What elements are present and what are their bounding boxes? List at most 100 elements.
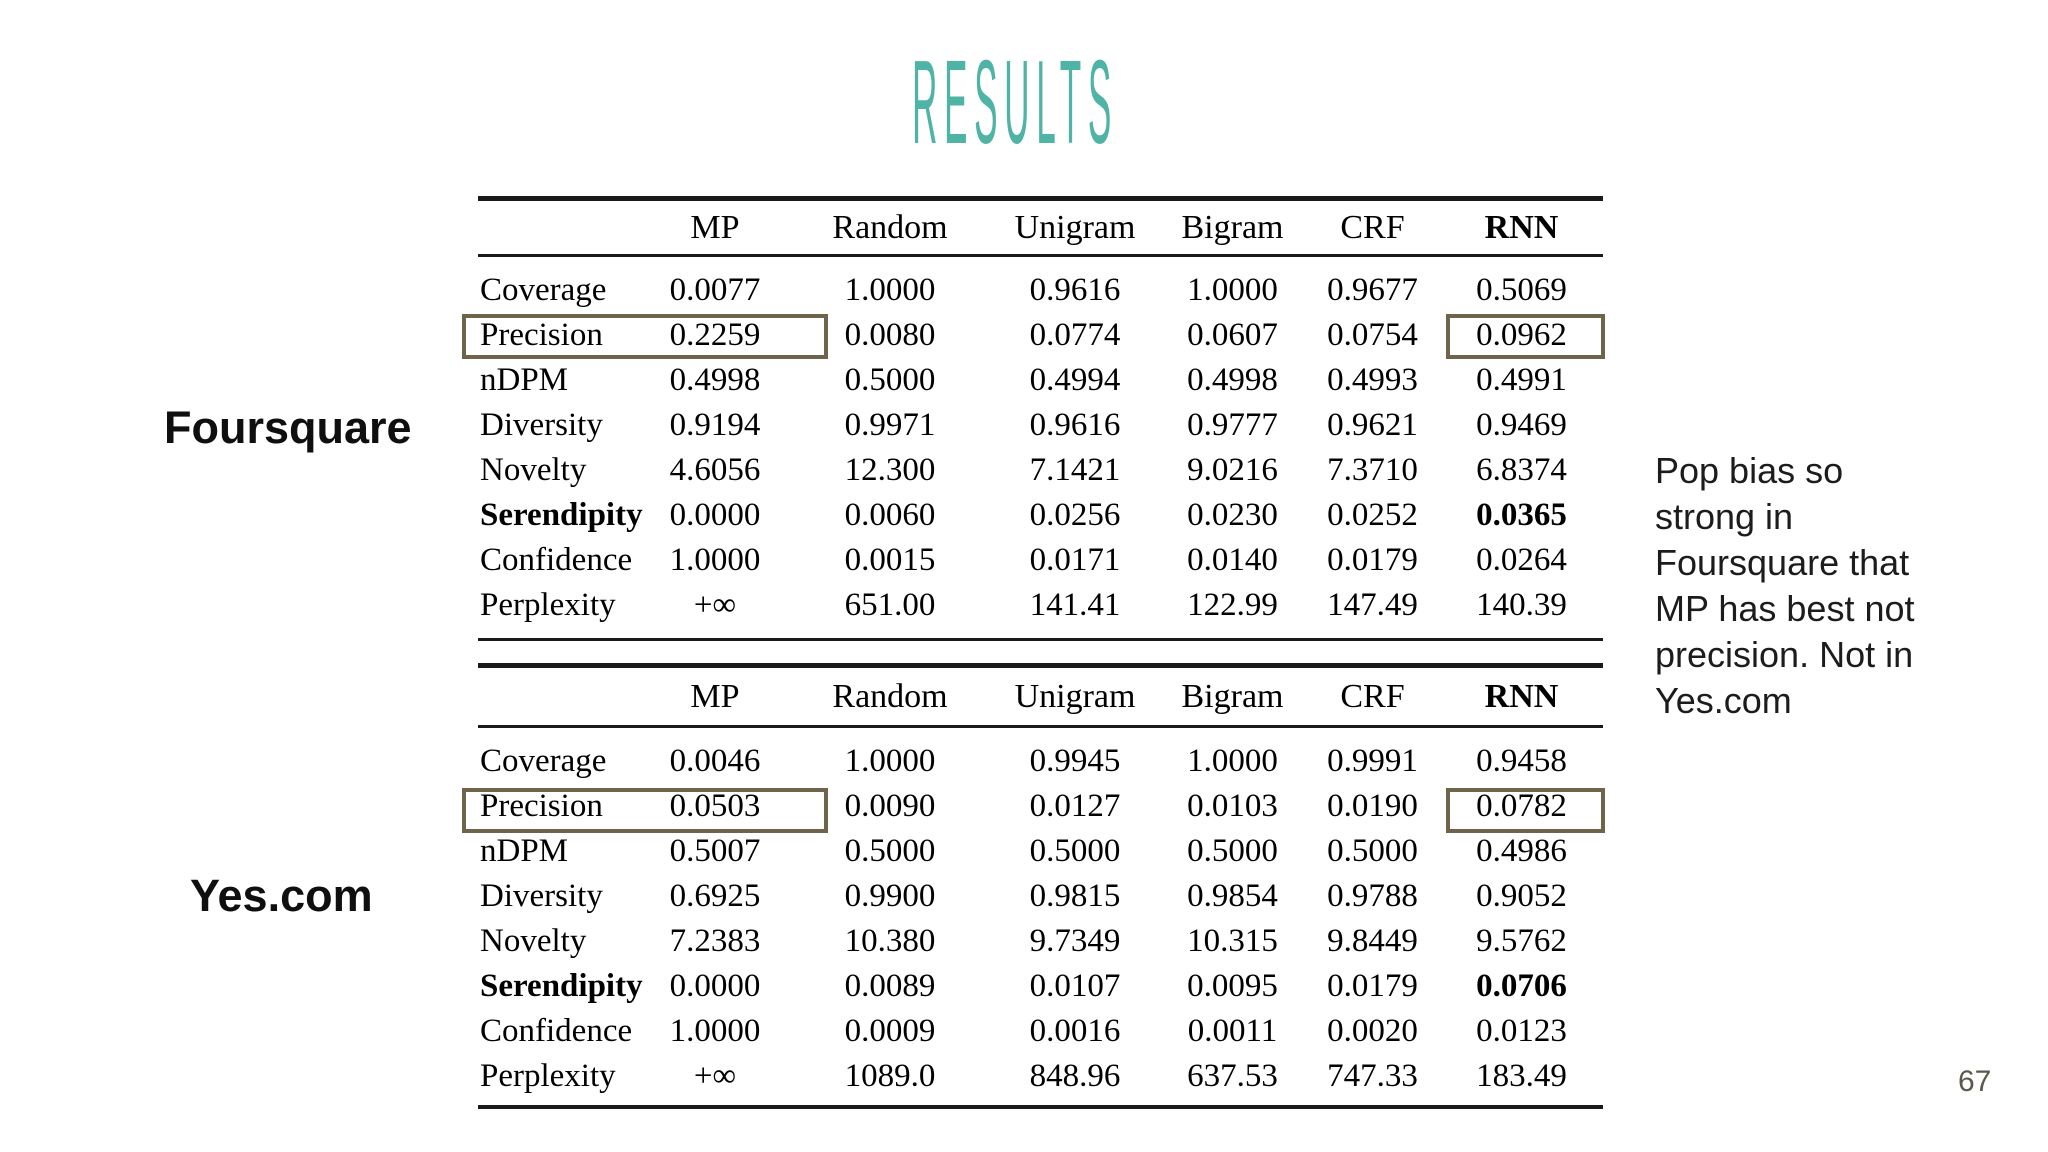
table-row-coverage: Coverage 0.0077 1.0000 0.9616 1.0000 0.9677 0.… [478, 268, 1603, 313]
metric-cell: nDPM [480, 361, 569, 398]
value-cell: 10.315 [1187, 922, 1278, 959]
value-cell: 0.4986 [1476, 832, 1567, 869]
table-row-confidence: Confidence 1.0000 0.0015 0.0171 0.0140 0.0179… [478, 538, 1603, 583]
value-cell: 0.0706 [1476, 967, 1567, 1004]
metric-cell: Diversity [480, 877, 603, 914]
value-cell: 651.00 [844, 586, 936, 623]
column-header-mp: MP [640, 665, 790, 728]
value-cell: 0.0171 [1029, 541, 1121, 578]
value-cell: 0.9052 [1476, 877, 1567, 914]
metric-cell: Novelty [480, 922, 587, 959]
value-cell: 0.0230 [1187, 496, 1278, 533]
value-cell: 183.49 [1476, 1057, 1567, 1094]
value-cell: 0.0080 [844, 316, 936, 353]
value-cell: 0.0077 [669, 271, 761, 308]
value-cell: 0.5000 [844, 361, 936, 398]
value-cell: 122.99 [1187, 586, 1278, 623]
value-cell: 0.0962 [1476, 316, 1567, 353]
value-cell: 1.0000 [1187, 271, 1278, 308]
value-cell: 1.0000 [1187, 742, 1278, 779]
value-cell: 0.5000 [1187, 832, 1278, 869]
value-cell: 0.0264 [1476, 541, 1567, 578]
value-cell: 0.0503 [669, 787, 761, 824]
value-cell: 0.4998 [1187, 361, 1278, 398]
value-cell: +∞ [693, 1057, 737, 1094]
value-cell: 0.9815 [1029, 877, 1121, 914]
value-cell: 0.0607 [1187, 316, 1278, 353]
value-cell: +∞ [693, 586, 737, 623]
metric-cell: Diversity [480, 406, 603, 443]
slide-title: RESULTS [912, 35, 1118, 170]
table-row-novelty: Novelty 7.2383 10.380 9.7349 10.315 9.8449 9.5… [478, 919, 1603, 964]
value-cell: 0.0000 [669, 967, 761, 1004]
column-header-rnn: RNN [1440, 198, 1603, 257]
value-cell: 0.9945 [1029, 742, 1121, 779]
value-cell: 0.0107 [1029, 967, 1121, 1004]
metric-cell: Confidence [480, 1012, 633, 1049]
results-table-foursquare: MP Random Unigram Bigram CRF RNN Coverage 0.00… [478, 196, 1603, 641]
value-cell: 1.0000 [844, 742, 936, 779]
value-cell: 0.0011 [1187, 1012, 1278, 1049]
metric-cell: Precision [480, 787, 603, 824]
value-cell: 7.2383 [669, 922, 761, 959]
table-row-perplexity: Perplexity +∞ 651.00 141.41 122.99 147.49 140.… [478, 583, 1603, 628]
column-header-unigram: Unigram [990, 665, 1160, 728]
table-row-coverage: Coverage 0.0046 1.0000 0.9945 1.0000 0.9991 0.… [478, 739, 1603, 784]
value-cell: 1.0000 [844, 271, 936, 308]
value-cell: 0.0123 [1476, 1012, 1567, 1049]
value-cell: 7.1421 [1029, 451, 1121, 488]
value-cell: 9.5762 [1476, 922, 1567, 959]
table-row-serendipity: Serendipity 0.0000 0.0089 0.0107 0.0095 0.017… [478, 964, 1603, 1009]
value-cell: 0.5000 [1327, 832, 1418, 869]
value-cell: 0.0009 [844, 1012, 936, 1049]
table-row-novelty: Novelty 4.6056 12.300 7.1421 9.0216 7.3710 6.8… [478, 448, 1603, 493]
dataset-label-yescom: Yes.com [190, 870, 373, 921]
value-cell: 0.9900 [844, 877, 936, 914]
value-cell: 0.5000 [844, 832, 936, 869]
annotation-line: Pop bias so [1655, 450, 1844, 491]
table-row-confidence: Confidence 1.0000 0.0009 0.0016 0.0011 0.0020… [478, 1009, 1603, 1054]
value-cell: 0.4991 [1476, 361, 1567, 398]
page-number: 67 [1958, 1065, 1992, 1098]
value-cell: 0.0252 [1327, 496, 1418, 533]
column-header-bigram: Bigram [1160, 198, 1305, 257]
value-cell: 0.0256 [1029, 496, 1121, 533]
value-cell: 0.9616 [1029, 271, 1121, 308]
table-row-ndpm: nDPM 0.4998 0.5000 0.4994 0.4998 0.4993 0.4991 [478, 358, 1603, 403]
table-row-perplexity: Perplexity +∞ 1089.0 848.96 637.53 747.33 183.… [478, 1054, 1603, 1099]
metric-cell: Perplexity [480, 1057, 616, 1094]
value-cell: 9.0216 [1187, 451, 1278, 488]
value-cell: 12.300 [844, 451, 936, 488]
value-cell: 0.6925 [669, 877, 761, 914]
value-cell: 1089.0 [844, 1057, 936, 1094]
value-cell: 0.0365 [1476, 496, 1567, 533]
metric-cell: Coverage [480, 271, 607, 308]
metric-cell: Serendipity [480, 967, 643, 1004]
value-cell: 0.9854 [1187, 877, 1278, 914]
column-header-bigram: Bigram [1160, 665, 1305, 728]
column-header-random: Random [790, 665, 990, 728]
value-cell: 0.0095 [1187, 967, 1278, 1004]
value-cell: 848.96 [1029, 1057, 1121, 1094]
table-row-serendipity: Serendipity 0.0000 0.0060 0.0256 0.0230 0.025… [478, 493, 1603, 538]
corner-cell [478, 198, 640, 257]
value-cell: 0.4998 [669, 361, 761, 398]
header-row: MP Random Unigram Bigram CRF RNN [478, 198, 1603, 257]
value-cell: 0.5007 [669, 832, 761, 869]
column-header-mp: MP [640, 198, 790, 257]
value-cell: 0.0103 [1187, 787, 1278, 824]
value-cell: 0.9777 [1187, 406, 1278, 443]
value-cell: 0.0140 [1187, 541, 1278, 578]
value-cell: 10.380 [844, 922, 936, 959]
table-row-ndpm: nDPM 0.5007 0.5000 0.5000 0.5000 0.5000 0.4986 [478, 829, 1603, 874]
value-cell: 7.3710 [1327, 451, 1418, 488]
metric-cell: Confidence [480, 541, 633, 578]
value-cell: 747.33 [1327, 1057, 1418, 1094]
value-cell: 0.2259 [669, 316, 761, 353]
annotation-note: Pop bias so strong in Foursquare that MP ha… [1655, 448, 1995, 724]
value-cell: 0.0046 [669, 742, 761, 779]
table-row-precision: Precision 0.0503 0.0090 0.0127 0.0103 0.0190 0… [478, 784, 1603, 829]
annotation-line: strong in [1655, 496, 1794, 537]
value-cell: 0.9616 [1029, 406, 1121, 443]
value-cell: 0.9194 [669, 406, 761, 443]
